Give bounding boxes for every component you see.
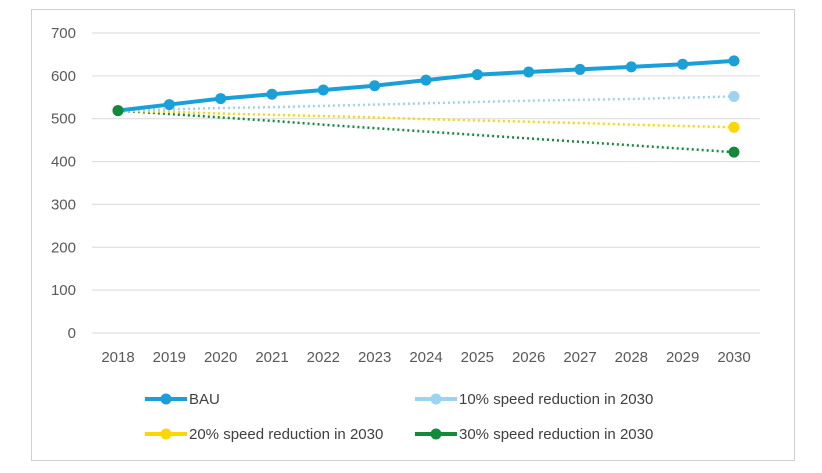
- x-tick-label: 2023: [358, 349, 391, 366]
- y-axis-ticks: 0 100 200 300 400 500 600 700: [51, 25, 76, 342]
- data-point: [215, 93, 227, 105]
- y-tick-label: 300: [51, 196, 76, 213]
- x-tick-label: 2020: [204, 349, 237, 366]
- chart-frame: [31, 9, 795, 461]
- data-point-start: [112, 105, 124, 117]
- y-tick-label: 400: [51, 154, 76, 171]
- legend-item-3: 30% speed reduction in 2030: [415, 426, 653, 443]
- data-point-end: [728, 146, 740, 158]
- legend-label: 20% speed reduction in 2030: [189, 426, 383, 443]
- y-tick-label: 100: [51, 282, 76, 299]
- y-tick-label: 0: [68, 325, 76, 342]
- x-tick-label: 2021: [255, 349, 288, 366]
- legend-swatch-marker: [430, 428, 442, 440]
- data-point-end: [728, 121, 740, 133]
- legend-label: 30% speed reduction in 2030: [459, 426, 653, 443]
- x-tick-label: 2029: [666, 349, 699, 366]
- data-point: [163, 99, 175, 111]
- legend-swatch-marker: [430, 393, 442, 405]
- data-point: [471, 69, 483, 81]
- x-tick-label: 2027: [563, 349, 596, 366]
- legend-item-0: BAU: [145, 391, 220, 408]
- y-tick-label: 700: [51, 25, 76, 42]
- legend-item-2: 20% speed reduction in 2030: [145, 426, 383, 443]
- legend-swatch-marker: [160, 393, 172, 405]
- series-1: [117, 90, 740, 112]
- series-3: [117, 109, 740, 158]
- series-layer: [112, 55, 740, 158]
- x-tick-label: 2018: [101, 349, 134, 366]
- x-axis-ticks: 2018 2019 2020 2021 2022 2023 2024 2025 2026 2027…: [101, 349, 750, 366]
- x-tick-label: 2025: [461, 349, 494, 366]
- data-point: [625, 61, 637, 73]
- x-tick-label: 2026: [512, 349, 545, 366]
- y-tick-label: 600: [51, 68, 76, 85]
- data-point: [728, 55, 740, 67]
- data-point: [523, 66, 535, 78]
- data-point-end: [728, 90, 740, 102]
- x-tick-label: 2024: [409, 349, 442, 366]
- y-tick-label: 200: [51, 239, 76, 256]
- series-line: [117, 109, 735, 154]
- series-0: [112, 55, 740, 117]
- x-tick-label: 2028: [615, 349, 648, 366]
- x-tick-label: 2022: [307, 349, 340, 366]
- data-point: [266, 88, 278, 100]
- data-point: [369, 80, 381, 92]
- gridlines: [92, 32, 760, 334]
- x-tick-label: 2019: [153, 349, 186, 366]
- data-point: [420, 74, 432, 86]
- x-tick-label: 2030: [717, 349, 750, 366]
- data-point: [317, 84, 329, 96]
- series-line: [117, 58, 735, 113]
- legend-label: BAU: [189, 391, 220, 408]
- legend-item-1: 10% speed reduction in 2030: [415, 391, 653, 408]
- legend-label: 10% speed reduction in 2030: [459, 391, 653, 408]
- data-point: [677, 58, 689, 70]
- series-2: [117, 109, 740, 133]
- data-point: [574, 63, 586, 75]
- legend-swatch-marker: [160, 428, 172, 440]
- legend: BAU 10% speed reduction in 2030 20% speed …: [145, 391, 653, 443]
- y-tick-label: 500: [51, 111, 76, 128]
